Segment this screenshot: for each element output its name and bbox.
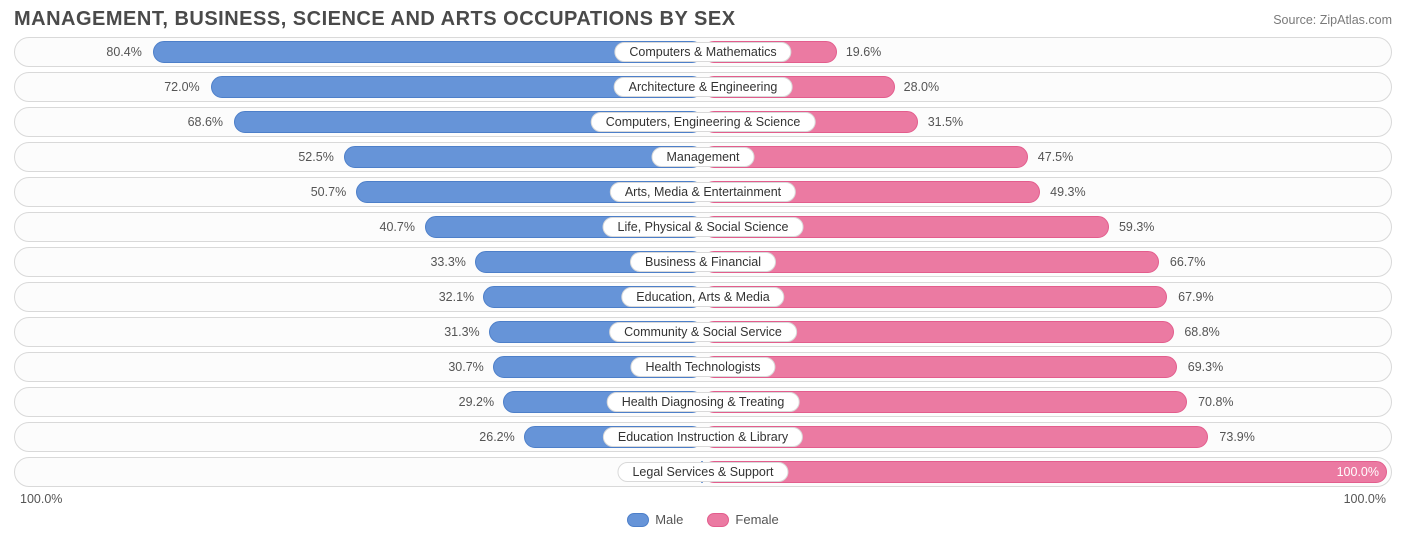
- axis-labels: 100.0% 100.0%: [14, 492, 1392, 510]
- female-pct-label: 67.9%: [1178, 290, 1213, 304]
- chart-row: 26.2% 73.9% Education Instruction & Librar…: [14, 422, 1392, 452]
- female-track: [703, 251, 1387, 273]
- female-pct-label: 19.6%: [846, 45, 881, 59]
- male-track: [19, 76, 703, 98]
- male-track: [19, 391, 703, 413]
- female-pct-label: 70.8%: [1198, 395, 1233, 409]
- male-pct-label: 33.3%: [430, 255, 465, 269]
- female-track: [703, 216, 1387, 238]
- female-pct-label: 28.0%: [904, 80, 939, 94]
- male-track: [19, 356, 703, 378]
- female-pct-label: 59.3%: [1119, 220, 1154, 234]
- category-label: Education, Arts & Media: [621, 287, 784, 307]
- chart-title: MANAGEMENT, BUSINESS, SCIENCE AND ARTS O…: [14, 8, 736, 31]
- male-pct-label: 72.0%: [164, 80, 199, 94]
- chart-row: 72.0% 28.0% Architecture & Engineering: [14, 72, 1392, 102]
- male-pct-label: 26.2%: [479, 430, 514, 444]
- category-label: Arts, Media & Entertainment: [610, 182, 796, 202]
- header: MANAGEMENT, BUSINESS, SCIENCE AND ARTS O…: [14, 8, 1392, 31]
- female-pct-label: 69.3%: [1188, 360, 1223, 374]
- legend-female-label: Female: [735, 512, 778, 527]
- chart-row: 33.3% 66.7% Business & Financial: [14, 247, 1392, 277]
- male-track: [19, 181, 703, 203]
- category-label: Community & Social Service: [609, 322, 797, 342]
- category-label: Health Technologists: [630, 357, 775, 377]
- male-pct-label: 40.7%: [380, 220, 415, 234]
- female-track: [703, 76, 1387, 98]
- male-swatch: [627, 513, 649, 527]
- female-track: [703, 426, 1387, 448]
- category-label: Computers, Engineering & Science: [591, 112, 816, 132]
- chart-row: 68.6% 31.5% Computers, Engineering & Scien…: [14, 107, 1392, 137]
- male-track: [19, 251, 703, 273]
- female-pct-label: 49.3%: [1050, 185, 1085, 199]
- male-track: [19, 461, 703, 483]
- female-pct-label: 31.5%: [928, 115, 963, 129]
- category-label: Legal Services & Support: [617, 462, 788, 482]
- female-track: [703, 391, 1387, 413]
- female-track: [703, 181, 1387, 203]
- axis-right-label: 100.0%: [1344, 492, 1386, 506]
- male-pct-label: 31.3%: [444, 325, 479, 339]
- female-pct-label: 47.5%: [1038, 150, 1073, 164]
- male-track: [19, 426, 703, 448]
- female-pct-label: 66.7%: [1170, 255, 1205, 269]
- female-pct-label: 68.8%: [1184, 325, 1219, 339]
- female-track: [703, 461, 1387, 483]
- chart-row: 40.7% 59.3% Life, Physical & Social Scienc…: [14, 212, 1392, 242]
- female-bar: [703, 461, 1387, 483]
- female-track: [703, 41, 1387, 63]
- legend-female: Female: [707, 512, 778, 527]
- category-label: Education Instruction & Library: [603, 427, 803, 447]
- female-track: [703, 321, 1387, 343]
- female-pct-label: 100.0%: [1337, 465, 1379, 479]
- category-label: Health Diagnosing & Treating: [607, 392, 800, 412]
- male-pct-label: 52.5%: [298, 150, 333, 164]
- category-label: Life, Physical & Social Science: [603, 217, 804, 237]
- chart-row: 29.2% 70.8% Health Diagnosing & Treating: [14, 387, 1392, 417]
- category-label: Computers & Mathematics: [614, 42, 791, 62]
- male-track: [19, 286, 703, 308]
- chart-row: 50.7% 49.3% Arts, Media & Entertainment: [14, 177, 1392, 207]
- category-label: Business & Financial: [630, 252, 776, 272]
- male-pct-label: 80.4%: [106, 45, 141, 59]
- axis-left-label: 100.0%: [20, 492, 62, 506]
- category-label: Architecture & Engineering: [614, 77, 793, 97]
- occupations-chart: 80.4% 19.6% Computers & Mathematics 72.0% 28…: [14, 37, 1392, 487]
- legend: Male Female: [14, 512, 1392, 527]
- male-bar: [344, 146, 703, 168]
- male-track: [19, 146, 703, 168]
- female-track: [703, 356, 1387, 378]
- legend-male-label: Male: [655, 512, 683, 527]
- chart-row: 0.0%100.0%Legal Services & Support: [14, 457, 1392, 487]
- category-label: Management: [652, 147, 755, 167]
- female-track: [703, 286, 1387, 308]
- female-pct-label: 73.9%: [1219, 430, 1254, 444]
- male-pct-label: 29.2%: [459, 395, 494, 409]
- male-pct-label: 32.1%: [439, 290, 474, 304]
- chart-row: 30.7% 69.3% Health Technologists: [14, 352, 1392, 382]
- male-pct-label: 50.7%: [311, 185, 346, 199]
- male-pct-label: 68.6%: [188, 115, 223, 129]
- legend-male: Male: [627, 512, 683, 527]
- chart-row: 31.3% 68.8% Community & Social Service: [14, 317, 1392, 347]
- chart-row: 32.1% 67.9% Education, Arts & Media: [14, 282, 1392, 312]
- chart-row: 52.5% 47.5% Management: [14, 142, 1392, 172]
- male-pct-label: 30.7%: [448, 360, 483, 374]
- male-track: [19, 216, 703, 238]
- chart-row: 80.4% 19.6% Computers & Mathematics: [14, 37, 1392, 67]
- female-swatch: [707, 513, 729, 527]
- source-attribution: Source: ZipAtlas.com: [1273, 13, 1392, 27]
- male-track: [19, 321, 703, 343]
